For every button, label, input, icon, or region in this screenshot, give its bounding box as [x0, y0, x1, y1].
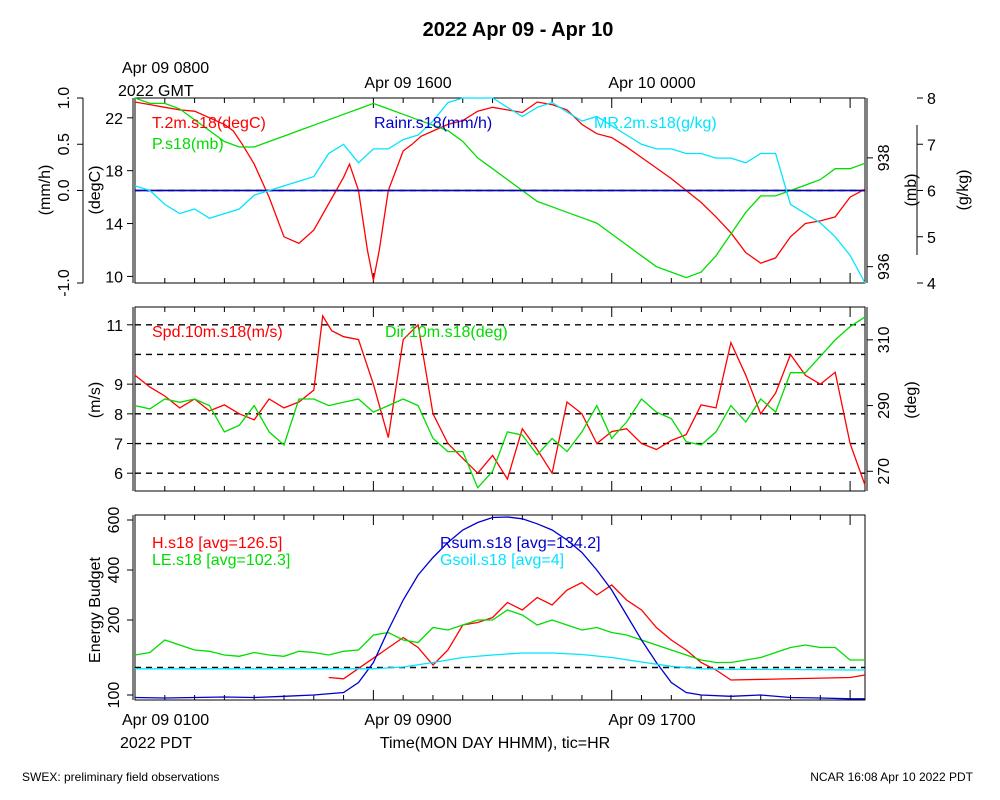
legend-entry-top-0: T.2m.s18(degC) [152, 115, 266, 132]
legend-entry-top-2: Rainr.s18(mm/h) [374, 115, 492, 132]
panel-frame-bottom [134, 514, 866, 701]
bottom-time-label-0-line1: Apr 09 0100 [122, 712, 209, 729]
tick-label-spd: 11 [106, 318, 123, 335]
x-axis-label: Time(MON DAY HHMM), tic=HR [380, 735, 610, 752]
tick-label-temp: 22 [105, 111, 123, 128]
tick-label-mr: 7 [927, 137, 936, 154]
bottom-time-label-1: Apr 09 0900 [364, 712, 451, 729]
tick-label-temp: 10 [105, 269, 123, 286]
tick-label-mr: 8 [927, 91, 936, 108]
legend-entry-bottom-2: Rsum.s18 [avg=134.2] [440, 535, 601, 552]
series-line-top-0 [134, 101, 866, 281]
tick-label-dir: 290 [876, 392, 893, 419]
tick-label-mr: 6 [927, 184, 936, 201]
legend-entry-middle-1: Dir.10m.s18(deg) [385, 324, 508, 341]
legend-entry-top-3: MR.2m.s18(g/kg) [594, 115, 717, 132]
axis-label-pres: (mb) [903, 174, 920, 207]
chart-panels: -1.0 0.0 0.5 1.0 (mm/h) 10 14 18 22 (degC) 936 938 (… [37, 87, 972, 709]
legend-entry-bottom-3: Gsoil.s18 [avg=4] [440, 552, 564, 569]
legend-entry-top-1: P.s18(mb) [152, 136, 224, 153]
axis-label-rain: (mm/h) [37, 165, 54, 216]
tick-label-e: 100 [106, 682, 123, 709]
axis-label-dir: (deg) [903, 381, 920, 418]
tick-label-temp: 14 [105, 217, 123, 234]
series-line-top-3 [134, 97, 866, 284]
bottom-time-label-2: Apr 09 1700 [608, 712, 695, 729]
tick-label-pres: 938 [876, 144, 893, 171]
axis-label-mr: (g/kg) [955, 170, 972, 211]
series-line-top-1 [134, 97, 866, 279]
tick-label-spd: 6 [114, 466, 123, 483]
tick-label-rain: 0.0 [56, 179, 73, 201]
series-line-bottom-2 [134, 516, 865, 700]
tick-label-rain: 1.0 [56, 87, 73, 109]
tick-label-spd: 7 [114, 437, 123, 454]
top-time-label-2: Apr 10 0000 [608, 75, 695, 92]
legend-entry-middle-0: Spd.10m.s18(m/s) [152, 324, 283, 341]
series-line-bottom-3 [135, 652, 865, 671]
top-time-label-0-line1: Apr 09 0800 [122, 60, 209, 77]
tick-label-spd: 9 [114, 377, 123, 394]
tick-label-spd: 8 [114, 407, 123, 424]
chart-title: 2022 Apr 09 - Apr 10 [423, 19, 614, 41]
tick-label-temp: 18 [105, 164, 123, 181]
bottom-time-label-0-line2: 2022 PDT [120, 735, 192, 752]
top-time-label-0-line2: 2022 GMT [118, 83, 194, 100]
top-time-label-1: Apr 09 1600 [364, 75, 451, 92]
legend-entry-bottom-0: H.s18 [avg=126.5] [152, 535, 282, 552]
legend-entry-bottom-1: LE.s18 [avg=102.3] [152, 552, 290, 569]
tick-label-rain: 0.5 [56, 133, 73, 155]
series-line-bottom-1 [134, 609, 865, 664]
series-line-middle-0 [134, 313, 866, 486]
axis-label-e: Energy Budget [87, 557, 104, 663]
panel-frame-middle [134, 306, 866, 492]
tick-label-dir: 270 [876, 458, 893, 485]
tick-label-pres: 936 [876, 253, 893, 280]
tick-label-e: 200 [106, 607, 123, 634]
tick-label-rain: -1.0 [56, 269, 73, 297]
tick-label-dir: 310 [876, 326, 893, 353]
tick-label-e: 400 [106, 557, 123, 584]
tick-label-e: 600 [106, 507, 123, 534]
footer-left: SWEX: preliminary field observations [22, 770, 219, 784]
tick-label-mr: 5 [927, 230, 936, 247]
series-line-middle-1 [134, 316, 866, 489]
axis-label-spd: (m/s) [87, 382, 104, 418]
tick-label-mr: 4 [927, 276, 936, 293]
axis-label-temp: (degC) [87, 166, 104, 215]
footer-right: NCAR 16:08 Apr 10 2022 PDT [810, 770, 973, 784]
